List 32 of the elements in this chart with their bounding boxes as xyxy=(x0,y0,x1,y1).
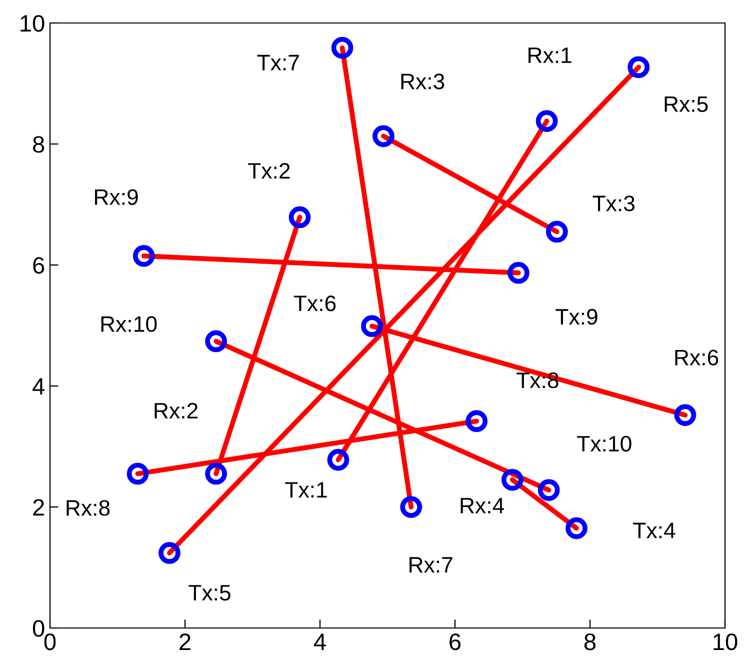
annotation: Rx:5 xyxy=(664,96,708,112)
y-tick-label: 4 xyxy=(32,378,44,395)
y-tick-label: 0 xyxy=(32,620,44,637)
y-tick-label: 2 xyxy=(33,499,44,516)
annotation: Tx:4 xyxy=(633,522,676,538)
x-tick-label: 0 xyxy=(44,633,56,650)
annotation: Tx:7 xyxy=(257,54,299,70)
y-tick-label: 10 xyxy=(20,15,44,32)
annotation: Rx:9 xyxy=(95,189,138,205)
annotation: Rx:8 xyxy=(66,500,110,516)
annotation: Tx:10 xyxy=(577,436,632,452)
annotation: Rx:7 xyxy=(410,557,452,572)
annotation: Rx:3 xyxy=(401,74,444,90)
annotation: Tx:6 xyxy=(294,296,336,312)
annotation: Tx:8 xyxy=(516,372,558,388)
annotation: Tx:1 xyxy=(285,482,327,498)
x-tick-label: 4 xyxy=(314,634,326,650)
annotation: Tx:2 xyxy=(248,162,290,179)
annotation: Rx:2 xyxy=(154,402,198,418)
annotation: Tx:3 xyxy=(592,196,635,212)
x-tick-label: 6 xyxy=(450,633,461,650)
annotation: Tx:9 xyxy=(556,308,598,325)
annotation: Rx:6 xyxy=(675,350,718,366)
x-tick-label: 10 xyxy=(714,633,738,650)
annotation: Tx:5 xyxy=(188,585,230,601)
x-tick-label: 2 xyxy=(180,633,190,650)
y-tick-label: 8 xyxy=(33,136,44,153)
y-tick-label: 6 xyxy=(33,257,44,274)
x-tick-label: 8 xyxy=(584,633,596,650)
annotation: Rx:4 xyxy=(460,498,504,514)
annotation: Rx:1 xyxy=(528,48,572,63)
annotation: Rx:10 xyxy=(101,316,157,332)
